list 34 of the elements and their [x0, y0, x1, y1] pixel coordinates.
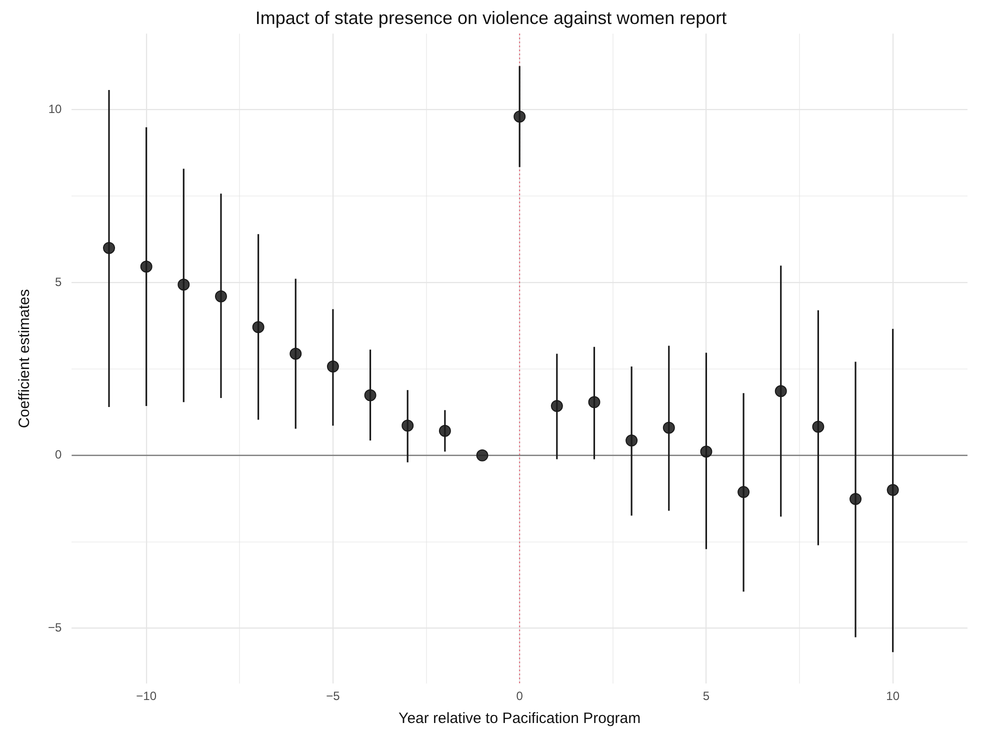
- point: [514, 110, 526, 123]
- x-tick-label: 5: [702, 689, 710, 704]
- point: [738, 486, 750, 498]
- point: [364, 389, 376, 402]
- x-tick-label: 10: [886, 689, 900, 704]
- x-tick-label: 0: [516, 689, 524, 704]
- point: [886, 484, 899, 496]
- y-tick-label: 0: [54, 448, 62, 462]
- x-tick-label: −5: [326, 689, 340, 704]
- point: [178, 278, 190, 291]
- point: [438, 424, 451, 437]
- point: [103, 242, 116, 254]
- x-tick-label: −10: [136, 689, 157, 704]
- point: [662, 422, 675, 434]
- point: [402, 420, 414, 432]
- chart-title: Impact of state presence on violence against women report: [255, 8, 727, 28]
- point: [588, 396, 600, 408]
- point: [850, 492, 862, 505]
- y-tick-label: 5: [54, 274, 62, 289]
- point: [290, 348, 302, 360]
- point: [550, 400, 563, 412]
- y-tick-label: 10: [48, 102, 62, 116]
- x-axis-title: Year relative to Pacification Program: [398, 710, 641, 728]
- point: [326, 360, 339, 373]
- point: [140, 260, 152, 273]
- point: [812, 420, 824, 433]
- point: [774, 385, 787, 398]
- point: [252, 321, 264, 334]
- y-tick-label: −5: [48, 620, 62, 635]
- point: [476, 449, 488, 462]
- point: [626, 434, 638, 447]
- y-axis-title: Coefficient estimates: [16, 289, 34, 428]
- point: [214, 290, 227, 302]
- point: [700, 446, 712, 458]
